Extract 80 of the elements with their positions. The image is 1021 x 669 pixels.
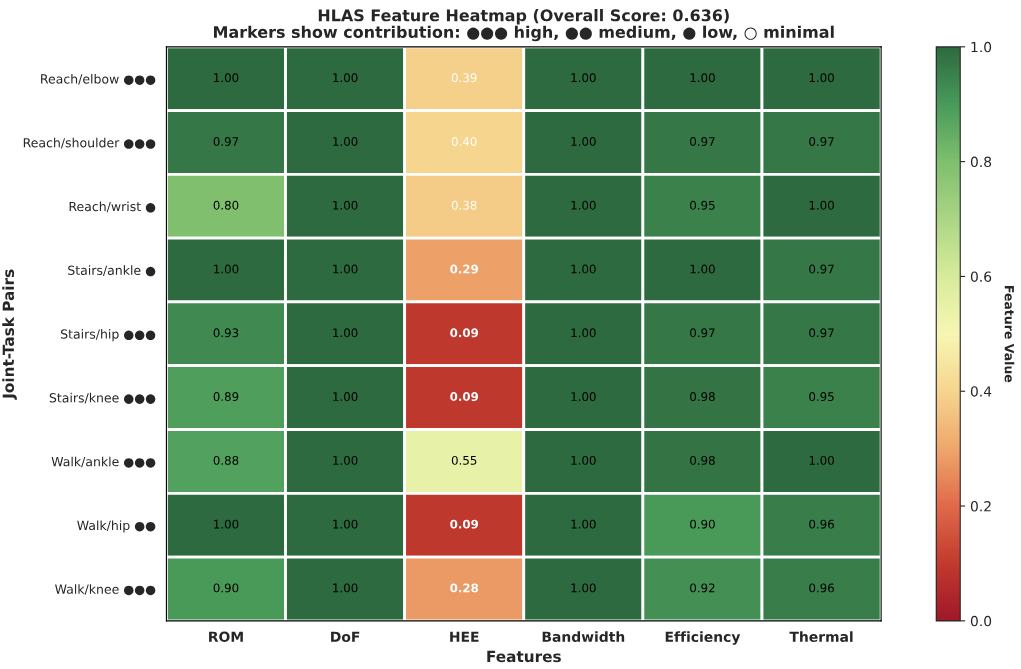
color-bar-label: 0.2 xyxy=(970,501,991,512)
y-tick-label: Reach/wrist ● xyxy=(69,201,156,213)
chart-subtitle: Markers show contribution: ●●● high, ●● medium, ● low, ○ minimal xyxy=(214,25,834,42)
data-label: 1.00 xyxy=(571,392,596,402)
y-tick-label: Stairs/hip ●●● xyxy=(60,329,156,342)
data-label: 1.00 xyxy=(571,328,596,338)
y-tick-label: Reach/elbow ●●● xyxy=(41,73,156,86)
data-label: 1.00 xyxy=(809,200,834,210)
data-label: 1.00 xyxy=(214,519,239,529)
data-label: 0.80 xyxy=(213,200,239,210)
data-label: 1.00 xyxy=(571,264,596,274)
y-tick-label: Walk/hip ●● xyxy=(77,520,156,533)
y-tick-label: Reach/shoulder ●●● xyxy=(23,137,156,149)
data-label: 1.00 xyxy=(333,264,358,274)
x-tick-label: Efficiency xyxy=(665,631,741,645)
color-bar-label: 0.6 xyxy=(970,271,992,282)
data-label: 0.09 xyxy=(450,519,479,529)
data-label: 1.00 xyxy=(690,73,715,83)
data-label: 0.97 xyxy=(809,328,834,338)
data-label: 1.00 xyxy=(214,73,239,83)
data-label: 0.09 xyxy=(450,328,479,338)
data-label: 0.28 xyxy=(450,583,479,593)
data-label: 0.09 xyxy=(450,392,479,402)
x-tick-label: HEE xyxy=(450,631,479,642)
data-label: 0.97 xyxy=(690,328,715,338)
color-bar-label: 1.0 xyxy=(971,41,992,53)
data-label: 1.00 xyxy=(571,519,596,529)
data-label: 0.90 xyxy=(690,519,715,529)
data-label: 1.00 xyxy=(809,73,834,83)
data-label: 1.00 xyxy=(571,136,596,146)
data-label: 0.88 xyxy=(213,455,239,465)
y-tick-label: Stairs/knee ●●● xyxy=(49,392,156,404)
data-label: 0.89 xyxy=(213,392,239,402)
data-label: 0.55 xyxy=(451,455,477,465)
data-label: 0.95 xyxy=(690,200,715,210)
data-label: 0.90 xyxy=(213,583,239,593)
y-tick-label: Walk/knee ●●● xyxy=(55,584,156,596)
color-bar-label: 0.4 xyxy=(970,386,992,397)
data-label: 0.38 xyxy=(451,200,477,210)
data-label: 1.00 xyxy=(333,583,358,593)
data-label: 1.00 xyxy=(571,200,596,210)
y-tick-label: Stairs/ankle ● xyxy=(68,265,156,277)
data-label: 0.98 xyxy=(690,392,715,402)
data-label: 0.98 xyxy=(690,455,715,465)
color-bar-title: Feature Value xyxy=(1004,286,1015,383)
x-tick-label: Thermal xyxy=(789,631,853,642)
data-label: 0.40 xyxy=(451,136,477,146)
data-label: 1.00 xyxy=(333,455,358,465)
data-label: 1.00 xyxy=(333,392,358,402)
data-label: 1.00 xyxy=(571,73,596,83)
data-label: 0.95 xyxy=(809,392,834,402)
data-label: 1.00 xyxy=(333,519,358,529)
data-label: 1.00 xyxy=(333,73,358,83)
data-label: 0.39 xyxy=(451,73,477,83)
data-label: 0.97 xyxy=(690,136,715,146)
x-axis-title: Features xyxy=(487,650,561,663)
chart-title: HLAS Feature Heatmap (Overall Score: 0.636) xyxy=(318,9,729,25)
color-bar-label: 0.8 xyxy=(970,156,992,168)
y-tick-label: Walk/ankle ●●● xyxy=(51,456,156,468)
data-label: 0.97 xyxy=(213,136,239,146)
data-label: 1.00 xyxy=(333,136,358,146)
data-label: 0.97 xyxy=(809,136,834,146)
data-label: 0.92 xyxy=(690,583,715,593)
data-label: 1.00 xyxy=(333,328,358,338)
x-tick-label: ROM xyxy=(209,631,243,642)
data-label: 1.00 xyxy=(214,264,239,274)
data-label: 1.00 xyxy=(690,264,715,274)
data-label: 0.97 xyxy=(809,264,834,274)
x-tick-label: DoF xyxy=(331,631,360,642)
data-label: 0.29 xyxy=(450,264,479,274)
data-label: 0.96 xyxy=(809,519,834,529)
data-label: 1.00 xyxy=(333,200,358,210)
color-bar-label: 0.0 xyxy=(970,615,992,627)
y-axis-title: Joint-Task Pairs xyxy=(2,269,17,400)
data-label: 1.00 xyxy=(571,583,596,593)
data-label: 0.93 xyxy=(213,328,239,338)
x-tick-label: Bandwidth xyxy=(542,631,625,642)
data-label: 1.00 xyxy=(571,455,596,465)
data-label: 0.96 xyxy=(809,583,834,593)
data-label: 1.00 xyxy=(809,455,834,465)
